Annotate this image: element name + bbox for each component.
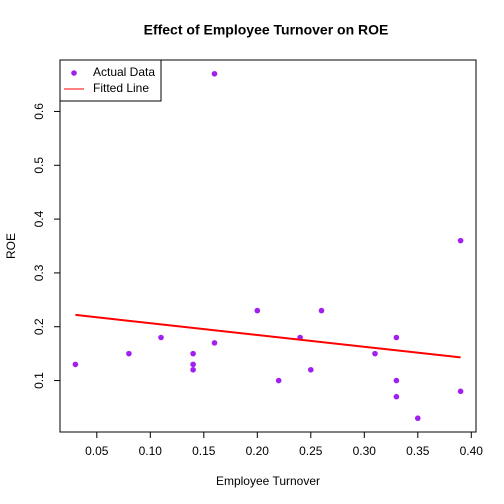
x-tick-label: 0.10 xyxy=(139,444,163,458)
data-point xyxy=(254,307,261,314)
data-point xyxy=(318,307,325,314)
y-tick-label: 0.4 xyxy=(32,210,46,227)
x-axis-label: Employee Turnover xyxy=(216,474,320,488)
legend-label: Fitted Line xyxy=(93,81,149,95)
x-tick-label: 0.20 xyxy=(246,444,270,458)
y-tick-label: 0.5 xyxy=(32,157,46,174)
y-tick-label: 0.3 xyxy=(32,264,46,281)
data-point xyxy=(457,388,464,395)
x-tick-label: 0.30 xyxy=(353,444,377,458)
plot-box xyxy=(59,59,477,433)
data-point xyxy=(457,237,464,244)
x-tick-label: 0.15 xyxy=(192,444,216,458)
data-point xyxy=(190,366,196,373)
legend-box xyxy=(59,59,162,102)
data-point xyxy=(190,350,196,357)
data-point xyxy=(393,393,400,400)
data-point xyxy=(275,377,282,384)
legend-label: Actual Data xyxy=(93,65,155,79)
data-point xyxy=(190,361,196,368)
data-point xyxy=(307,366,314,373)
data-point xyxy=(211,70,218,77)
data-point xyxy=(158,334,164,341)
chart-title: Effect of Employee Turnover on ROE xyxy=(144,22,389,38)
data-point xyxy=(414,415,421,422)
x-tick-label: 0.40 xyxy=(460,444,484,458)
data-point xyxy=(393,377,400,384)
y-axis-label: ROE xyxy=(4,233,18,259)
data-point xyxy=(372,350,378,357)
data-point xyxy=(393,334,400,341)
x-tick-label: 0.05 xyxy=(85,444,109,458)
fitted-line xyxy=(75,313,461,359)
data-point xyxy=(211,340,218,346)
data-point xyxy=(72,361,79,368)
x-tick-label: 0.35 xyxy=(406,444,430,458)
y-tick-label: 0.6 xyxy=(32,103,46,120)
legend-marker xyxy=(71,70,77,76)
data-point xyxy=(126,350,132,357)
y-tick-label: 0.2 xyxy=(32,318,46,335)
y-tick-label: 0.1 xyxy=(32,372,46,389)
x-tick-label: 0.25 xyxy=(299,444,323,458)
